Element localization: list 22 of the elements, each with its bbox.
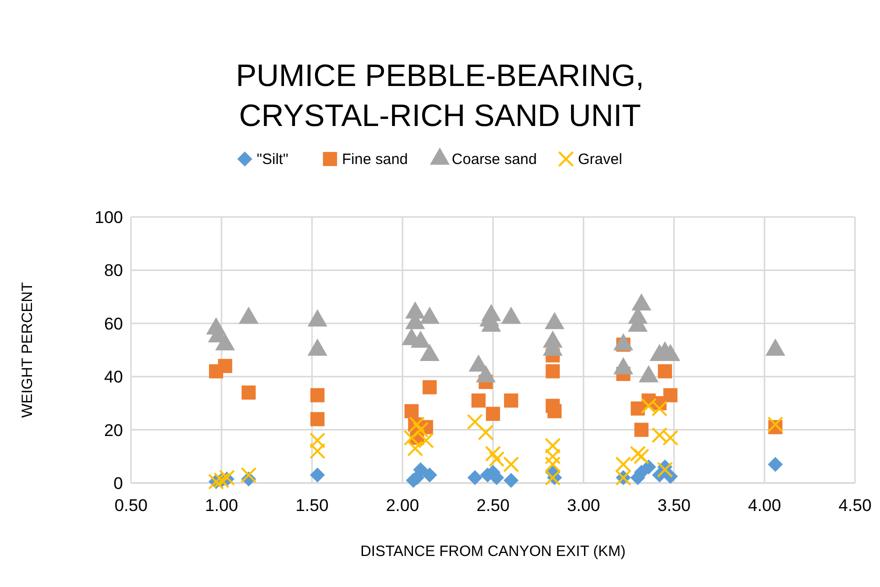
y-tick-label: 60	[104, 314, 123, 334]
chart-title: PUMICE PEBBLE-BEARING, CRYSTAL-RICH SAND UNIT	[236, 58, 644, 133]
x-tick-label: 2.00	[386, 496, 420, 515]
x-tick-label: 4.50	[838, 496, 872, 515]
legend-label: Fine sand	[342, 151, 408, 168]
x-tick-label: 4.00	[748, 496, 782, 515]
x-tick-label: 3.50	[657, 496, 691, 515]
x-tick-label: 0.50	[114, 496, 148, 515]
legend-label: Gravel	[578, 151, 622, 168]
x-tick-label: 1.00	[204, 496, 238, 515]
y-tick-label: 0	[114, 474, 123, 493]
x-tick-label: 2.50	[476, 496, 510, 515]
y-tick-label: 20	[104, 420, 123, 440]
x-tick-label: 3.00	[566, 496, 600, 515]
x-tick-label: 1.50	[295, 496, 329, 515]
y-tick-label: 80	[104, 261, 123, 280]
y-tick-label: 40	[104, 368, 123, 387]
x-axis-title: DISTANCE FROM CANYON EXIT (KM)	[360, 543, 626, 560]
y-axis-title: WEIGHT PERCENT	[19, 282, 36, 418]
legend-label: "Silt"	[256, 151, 288, 168]
legend-label: Coarse sand	[452, 151, 537, 168]
y-tick-label: 100	[94, 208, 123, 227]
